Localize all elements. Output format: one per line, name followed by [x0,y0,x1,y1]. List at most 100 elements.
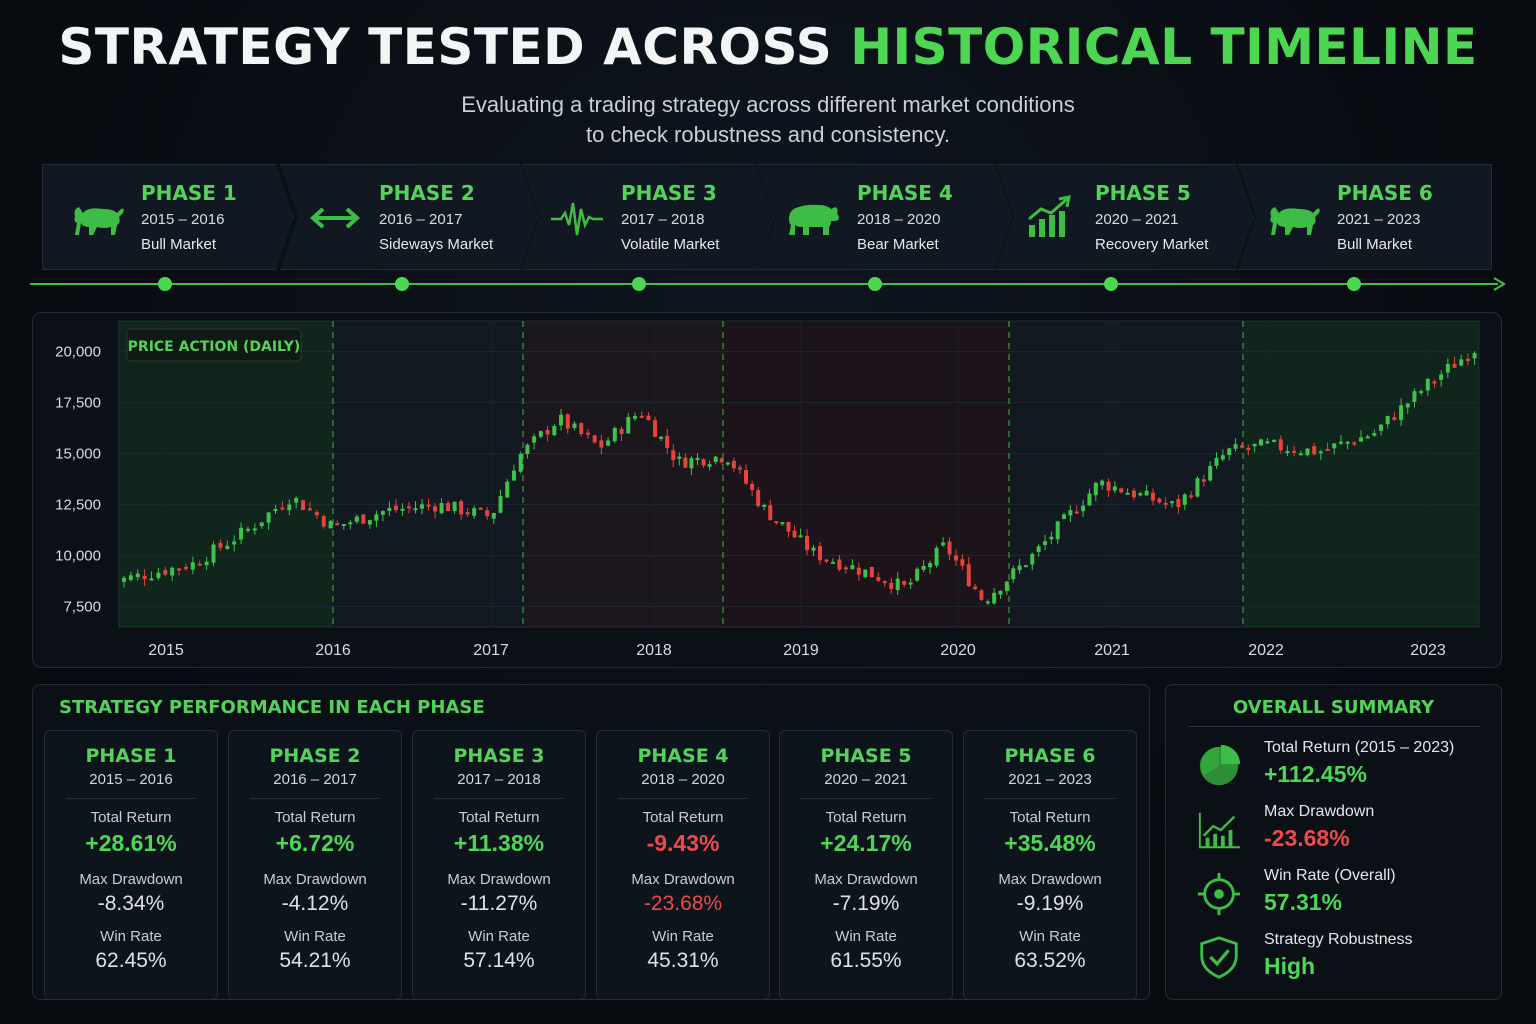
candle-body [811,547,816,551]
candle-body [908,582,913,585]
phase-years: 2015 – 2016 [141,211,225,228]
phase-years: 2017 – 2018 [621,211,705,228]
card-phase-name: PHASE 4 [637,745,729,767]
candle-body [1239,445,1244,448]
candle-body [1425,378,1430,391]
pie-chart-icon [1199,744,1241,786]
x-tick-label: 2019 [783,642,819,659]
candle-body [947,541,952,555]
candle-body [1004,581,1009,591]
candle-body [1131,490,1136,498]
timeline-dots [158,277,1361,291]
candle-body [1325,448,1330,451]
candle-body [335,523,340,526]
candle-body [374,514,379,521]
phase-card[interactable]: PHASE 5 2020 – 2021 Recovery Market [996,164,1254,270]
candle-body [572,423,577,429]
candle-body [1272,439,1277,442]
candle-body [1220,455,1225,460]
phase-name: PHASE 5 [1095,181,1191,205]
card-phase-name: PHASE 3 [453,745,545,767]
candle-body [301,500,306,511]
summary-row: Win Rate (Overall) 57.31% [1166,865,1503,925]
max-drawdown-value: -7.19% [832,892,900,915]
phase-region [333,321,523,627]
max-drawdown-label: Max Drawdown [814,871,918,888]
max-drawdown-label: Max Drawdown [263,871,367,888]
candle-body [387,507,392,512]
candle-body [1332,443,1337,449]
y-tick-label: 7,500 [63,599,101,616]
candle-body [259,522,264,527]
phase-card[interactable]: PHASE 1 2015 – 2016 Bull Market [42,164,294,270]
candle-body [1265,441,1270,444]
phase-card[interactable]: PHASE 6 2021 – 2023 Bull Market [1238,164,1492,270]
total-return-label: Total Return [825,809,907,826]
title-part-white: STRATEGY TESTED ACROSS [58,18,833,76]
plot-area [118,320,1480,628]
candle-body [882,581,887,584]
candle-body [472,508,477,516]
summary-label: Win Rate (Overall) [1264,867,1396,884]
candle-body [619,428,624,434]
total-return-label: Total Return [642,809,724,826]
summary-row: Max Drawdown -23.68% [1166,801,1503,861]
max-drawdown-label: Max Drawdown [998,871,1102,888]
candle-body [902,581,907,585]
max-drawdown-value: -23.68% [643,892,723,915]
candle-body [511,470,516,481]
candle-body [287,504,292,511]
candle-body [805,535,810,551]
candle-body [266,512,271,523]
phase-name: PHASE 6 [1337,181,1433,205]
timeline-dot [632,277,646,291]
phase-card[interactable]: PHASE 2 2016 – 2017 Sideways Market [280,164,538,270]
win-rate-label: Win Rate [468,928,530,945]
total-return-value: +6.72% [275,830,355,856]
candle-body [380,511,385,515]
candle-body [439,503,444,514]
pulse-wave-icon [549,195,605,241]
candle-body [280,507,285,510]
candle-body [606,440,611,446]
phase-card[interactable]: PHASE 3 2017 – 2018 Volatile Market [522,164,774,270]
candle-body [683,457,688,468]
y-tick-label: 20,000 [55,344,101,361]
candle-body [1150,492,1155,501]
line-chart-icon [1198,812,1241,849]
phase-text: PHASE 3 2017 – 2018 Volatile Market [621,181,719,253]
candle-body [170,567,175,576]
candle-body [433,506,438,512]
win-rate-label: Win Rate [100,928,162,945]
max-drawdown-value: -8.34% [97,892,165,915]
candle-body [677,456,682,459]
card-phase-name: PHASE 6 [1004,745,1096,767]
total-return-value: -9.43% [646,830,720,856]
card-divider [618,798,748,799]
candle-body [737,467,742,470]
summary-label: Total Return (2015 – 2023) [1264,739,1455,756]
candle-body [1087,493,1092,506]
candle-body [921,565,926,570]
summary-value: 57.31% [1264,889,1343,915]
summary-title: OVERALL SUMMARY [1232,697,1435,718]
phase-cards-row: PHASE 1 2015 – 2016 Bull Market PHASE 2 2016… [42,164,1492,270]
phase-years: 2020 – 2021 [1095,211,1179,228]
candle-body [1017,565,1022,571]
phase-market: Bull Market [1337,236,1413,253]
card-phase-years: 2021 – 2023 [1008,771,1092,788]
candle-body [725,462,730,465]
candle-body [1214,457,1219,466]
candle-body [1258,439,1263,446]
phase-name: PHASE 2 [379,181,475,205]
candle-body [552,426,557,436]
candle-body [750,483,755,491]
phase-card[interactable]: PHASE 4 2018 – 2020 Bear Market [758,164,1012,270]
win-rate-value: 45.31% [647,949,719,972]
candle-body [361,514,366,524]
candle-body [744,470,749,484]
candle-body [774,521,779,524]
candle-body [1112,486,1117,491]
page-title: STRATEGY TESTED ACROSS HISTORICAL TIMELI… [0,18,1536,76]
candle-body [565,414,570,429]
